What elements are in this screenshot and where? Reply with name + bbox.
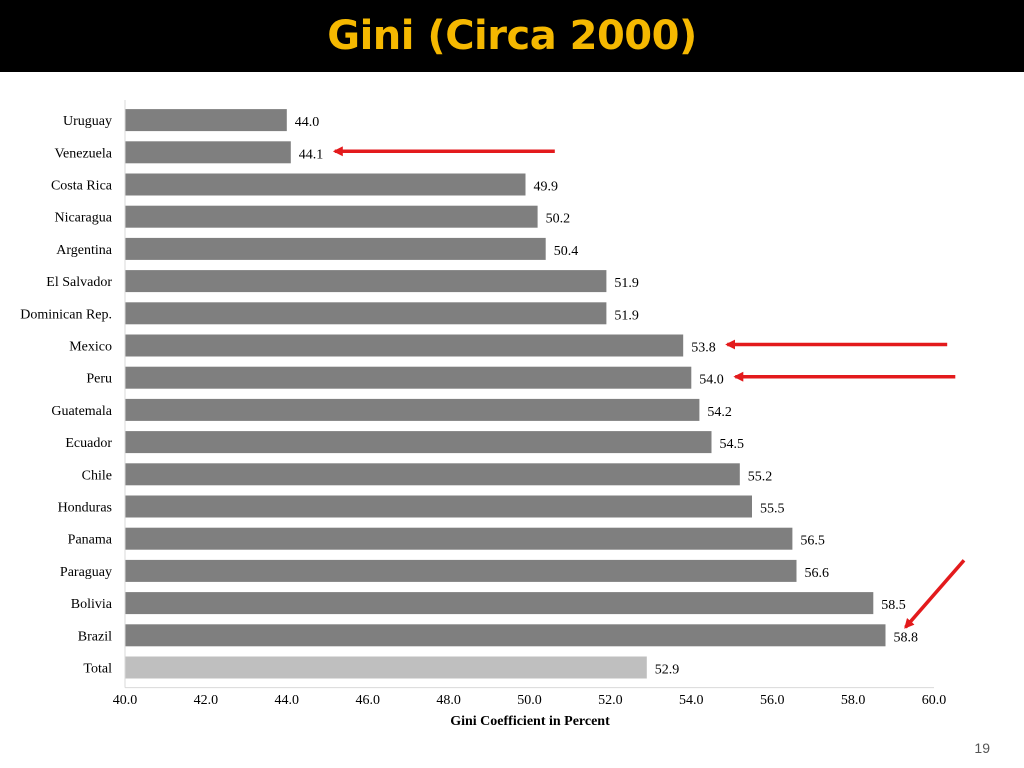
bar-costa-rica <box>125 173 526 196</box>
bar-bolivia <box>125 592 874 615</box>
value-label-mexico: 53.8 <box>691 341 716 356</box>
category-label-chile: Chile <box>82 468 112 483</box>
bar-dominican-rep <box>125 302 607 325</box>
x-tick-label: 42.0 <box>194 693 219 708</box>
category-label-mexico: Mexico <box>69 340 112 355</box>
value-label-ecuador: 54.5 <box>720 437 745 452</box>
x-tick-label: 60.0 <box>922 693 947 708</box>
category-label-argentina: Argentina <box>56 243 113 258</box>
value-label-guatemala: 54.2 <box>707 405 732 420</box>
category-label-bolivia: Bolivia <box>71 597 113 612</box>
value-label-panama: 56.5 <box>800 534 825 549</box>
category-label-nicaragua: Nicaragua <box>54 211 112 226</box>
category-label-peru: Peru <box>86 372 112 387</box>
category-label-brazil: Brazil <box>78 629 112 644</box>
category-label-ecuador: Ecuador <box>65 436 112 451</box>
category-label-panama: Panama <box>68 533 113 548</box>
category-label-el-salvador: El Salvador <box>46 275 112 290</box>
x-tick-label: 50.0 <box>517 693 542 708</box>
title-bar <box>0 0 1024 72</box>
value-label-peru: 54.0 <box>699 373 724 388</box>
x-tick-label: 46.0 <box>355 693 380 708</box>
category-label-guatemala: Guatemala <box>51 404 112 419</box>
value-label-chile: 55.2 <box>748 469 773 484</box>
value-label-paraguay: 56.6 <box>805 566 830 581</box>
value-label-dominican-rep: 51.9 <box>614 308 639 323</box>
bar-paraguay <box>125 559 797 582</box>
bar-el-salvador <box>125 270 607 293</box>
category-label-paraguay: Paraguay <box>60 565 112 580</box>
slide-title: Gini (Circa 2000) <box>327 13 697 59</box>
value-label-bolivia: 58.5 <box>881 598 906 613</box>
value-label-nicaragua: 50.2 <box>546 212 571 227</box>
x-tick-label: 54.0 <box>679 693 704 708</box>
x-tick-label: 48.0 <box>436 693 461 708</box>
bar-total <box>125 656 647 679</box>
bar-panama <box>125 527 793 550</box>
value-label-honduras: 55.5 <box>760 502 785 517</box>
category-label-costa-rica: Costa Rica <box>51 179 113 194</box>
category-label-dominican-rep: Dominican Rep. <box>20 307 112 322</box>
arrow-brazil <box>904 559 966 629</box>
category-label-honduras: Honduras <box>58 501 112 516</box>
category-label-venezuela: Venezuela <box>54 146 112 161</box>
value-label-brazil: 58.8 <box>894 630 919 645</box>
bar-uruguay <box>125 109 287 132</box>
bar-chile <box>125 463 740 486</box>
bar-argentina <box>125 237 546 260</box>
bar-nicaragua <box>125 205 538 228</box>
bar-peru <box>125 366 692 389</box>
x-tick-label: 52.0 <box>598 693 623 708</box>
bar-brazil <box>125 624 886 647</box>
value-label-total: 52.9 <box>655 663 680 678</box>
value-label-uruguay: 44.0 <box>295 115 320 130</box>
category-label-uruguay: Uruguay <box>63 114 112 129</box>
bar-venezuela <box>125 141 291 164</box>
value-label-venezuela: 44.1 <box>299 147 324 162</box>
x-tick-label: 58.0 <box>841 693 866 708</box>
x-tick-label: 44.0 <box>275 693 300 708</box>
bar-ecuador <box>125 431 712 454</box>
bar-guatemala <box>125 398 700 421</box>
value-label-costa-rica: 49.9 <box>534 180 559 195</box>
page-number: 19 <box>974 740 990 756</box>
x-tick-label: 56.0 <box>760 693 785 708</box>
category-label-total: Total <box>83 662 112 677</box>
x-axis-title: Gini Coefficient in Percent <box>450 714 610 729</box>
value-label-el-salvador: 51.9 <box>614 276 639 291</box>
x-tick-label: 40.0 <box>113 693 138 708</box>
value-label-argentina: 50.4 <box>554 244 579 259</box>
bar-honduras <box>125 495 752 518</box>
bar-mexico <box>125 334 684 357</box>
